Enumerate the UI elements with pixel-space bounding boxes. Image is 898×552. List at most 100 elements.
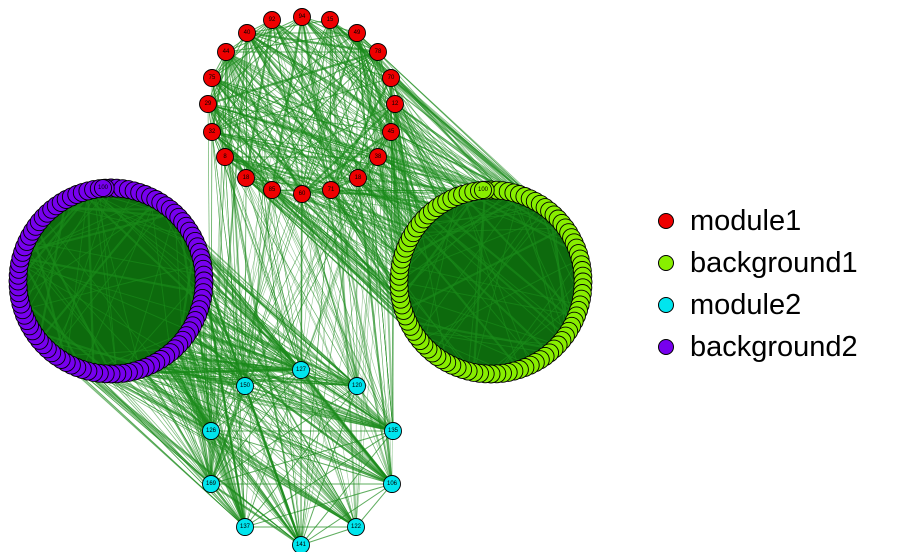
svg-text:150: 150 xyxy=(240,383,251,389)
edge xyxy=(211,131,246,387)
edge xyxy=(174,348,212,485)
edge xyxy=(93,372,246,528)
edge xyxy=(271,189,302,371)
edge xyxy=(496,258,581,375)
edge xyxy=(207,16,303,105)
edge xyxy=(225,51,273,191)
module2-node: 122 xyxy=(347,518,365,536)
edge xyxy=(356,32,394,432)
edge xyxy=(356,32,394,432)
edge xyxy=(24,246,124,374)
background1-node-label: 100 xyxy=(474,181,492,199)
edge xyxy=(86,190,95,373)
edge xyxy=(301,193,358,387)
network-graph: 100 100 94 15 49 78 70 12 45 38 18 71 60 85 18 8 32 29 75 4… xyxy=(8,8,593,552)
edge xyxy=(211,131,302,371)
edge xyxy=(301,193,394,432)
edge xyxy=(407,203,541,244)
svg-text:49: 49 xyxy=(354,30,361,36)
edge xyxy=(399,190,481,300)
module1-node: 75 xyxy=(203,69,221,87)
module1-node: 29 xyxy=(199,95,217,113)
module2-node: 137 xyxy=(236,518,254,536)
legend-label: module1 xyxy=(690,204,802,237)
module2-node: 141 xyxy=(292,536,310,552)
module2-node: 106 xyxy=(383,475,401,493)
edge xyxy=(245,177,393,485)
edge xyxy=(403,226,566,312)
edge xyxy=(22,194,78,310)
edge xyxy=(224,156,302,546)
edge xyxy=(207,103,392,133)
edge xyxy=(271,19,392,133)
svg-text:18: 18 xyxy=(243,175,250,181)
edge xyxy=(244,189,332,528)
edge xyxy=(26,241,146,368)
edge xyxy=(246,32,403,260)
edge xyxy=(160,359,212,485)
edge xyxy=(330,131,392,191)
edge xyxy=(244,177,359,387)
edge xyxy=(211,131,246,387)
edge xyxy=(245,177,332,191)
module1-node: 71 xyxy=(322,181,340,199)
edge xyxy=(210,189,332,432)
edge xyxy=(18,297,112,375)
edge xyxy=(300,32,358,371)
edge xyxy=(189,330,246,387)
edge xyxy=(356,32,379,158)
edge xyxy=(160,359,302,546)
edge xyxy=(244,131,392,528)
edge xyxy=(329,19,379,158)
svg-text:120: 120 xyxy=(352,383,363,389)
edge xyxy=(32,329,146,369)
module2-node: 150 xyxy=(236,377,254,395)
edge xyxy=(210,16,303,432)
edge xyxy=(24,188,100,316)
svg-text:94: 94 xyxy=(299,14,306,20)
module1-node: 92 xyxy=(263,11,281,29)
edge xyxy=(355,156,379,528)
module2-node: 126 xyxy=(202,422,220,440)
edge xyxy=(329,19,358,387)
edge xyxy=(224,156,358,387)
edge xyxy=(300,369,393,485)
edge xyxy=(271,189,394,432)
edge xyxy=(394,103,453,200)
edge xyxy=(224,156,246,528)
edge xyxy=(301,193,358,387)
module1-node: 38 xyxy=(369,148,387,166)
edge xyxy=(210,156,226,432)
edge xyxy=(301,103,396,195)
edge xyxy=(301,16,394,432)
node-layer: 100 100 94 15 49 78 70 12 45 38 18 71 60 85 18 8 32 29 75 4… xyxy=(8,8,593,552)
edge xyxy=(65,190,89,363)
svg-text:38: 38 xyxy=(375,154,382,160)
edge xyxy=(451,198,575,244)
edge xyxy=(93,189,118,374)
edge xyxy=(210,369,302,485)
edge xyxy=(432,210,550,354)
edge xyxy=(210,189,332,432)
edge xyxy=(197,314,393,485)
svg-text:15: 15 xyxy=(327,17,334,23)
legend-label: module2 xyxy=(690,288,802,321)
edge xyxy=(243,385,303,546)
module1-node: 32 xyxy=(203,123,221,141)
edge xyxy=(210,189,273,485)
edge xyxy=(244,19,273,387)
edge xyxy=(496,275,584,375)
edge xyxy=(301,19,331,195)
edge xyxy=(271,189,394,432)
edge xyxy=(224,32,248,158)
edge xyxy=(419,258,581,342)
edge xyxy=(210,189,332,485)
module1-node: 18 xyxy=(349,169,367,187)
module2-node: 135 xyxy=(384,422,402,440)
edge xyxy=(211,77,358,387)
edge xyxy=(553,214,566,337)
edge xyxy=(225,51,247,179)
edge xyxy=(271,189,358,387)
edge xyxy=(301,193,394,432)
edge xyxy=(271,19,394,432)
